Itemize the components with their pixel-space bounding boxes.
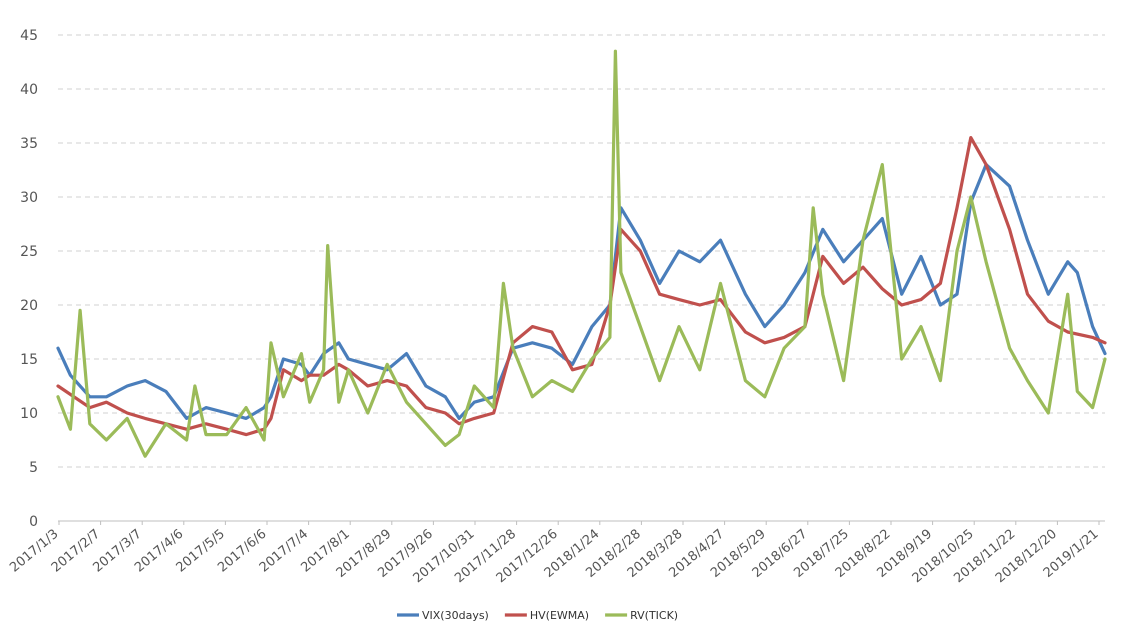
y-tick-label: 5: [29, 460, 38, 476]
y-axis: 0 5 10 15 20 25 30 35 40 45: [20, 28, 38, 530]
y-tick-label: 30: [20, 190, 38, 206]
y-tick-label: 10: [20, 406, 38, 422]
series-lines: [56, 49, 1107, 458]
series-line-hv-ewma: [56, 136, 1107, 437]
y-tick-label: 45: [20, 28, 38, 44]
series-line-vix-30days: [56, 163, 1107, 420]
legend-entry: HV(EWMA): [504, 609, 589, 622]
legend-label: HV(EWMA): [530, 609, 589, 622]
y-tick-label: 35: [20, 136, 38, 152]
legend-label: RV(TICK): [630, 609, 678, 622]
gridlines: [58, 34, 1105, 468]
legend: VIX(30days) HV(EWMA) RV(TICK): [397, 609, 678, 622]
legend-label: VIX(30days): [422, 609, 489, 622]
y-tick-label: 20: [20, 298, 38, 314]
series-line-rv-tick: [56, 49, 1107, 458]
y-tick-label: 25: [20, 244, 38, 260]
y-tick-label: 15: [20, 352, 38, 368]
y-tick-label: 0: [29, 514, 38, 530]
y-tick-label: 40: [20, 82, 38, 98]
legend-entry: RV(TICK): [605, 609, 678, 622]
legend-entry: VIX(30days): [397, 609, 489, 622]
